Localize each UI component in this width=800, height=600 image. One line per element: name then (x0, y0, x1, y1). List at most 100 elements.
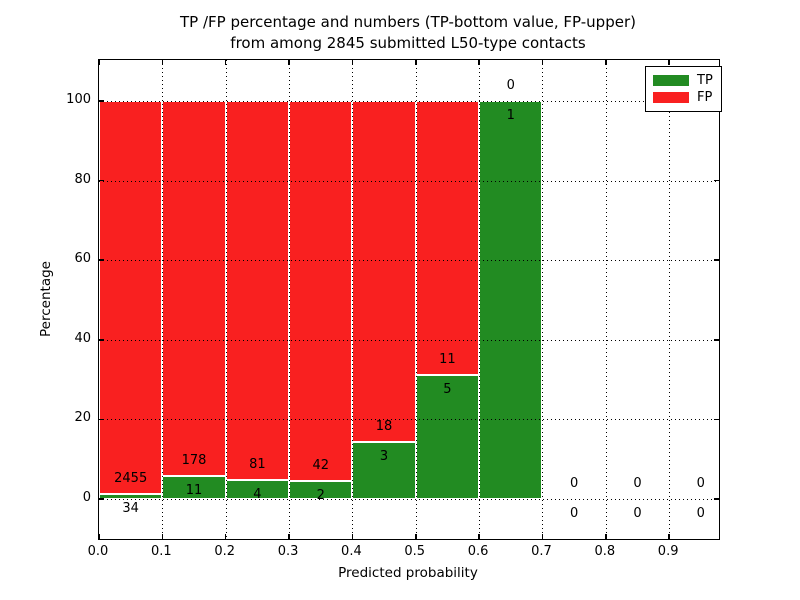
grid-line-v (352, 60, 354, 539)
x-tick-label: 0.0 (87, 544, 109, 559)
grid-line-h (99, 419, 719, 421)
fp-bar-segment (289, 101, 353, 481)
y-tick-mark (714, 179, 719, 182)
y-tick-label: 60 (74, 251, 91, 267)
y-tick-label: 40 (74, 330, 91, 346)
x-tick-label: 0.4 (341, 544, 362, 559)
x-tick-mark (668, 60, 670, 65)
grid-line-v (669, 60, 671, 539)
grid-line-v (225, 60, 227, 539)
x-tick-label: 0.2 (214, 544, 236, 559)
tp-count-label: 0 (696, 506, 705, 521)
fp-count-label: 0 (696, 476, 705, 491)
tp-count-label: 1 (506, 108, 515, 123)
grid-line-h (99, 101, 719, 102)
grid-line-v (162, 60, 164, 539)
tp-count-label: 0 (633, 506, 642, 521)
y-tick-mark (714, 259, 719, 261)
grid-line-v (605, 60, 607, 539)
x-tick-mark (161, 60, 164, 65)
grid-line-v (415, 60, 417, 539)
grid-line-h (99, 499, 719, 500)
tp-count-label: 2 (316, 487, 325, 503)
tp-count-label: 3 (379, 449, 389, 465)
fp-count-label: 0 (569, 476, 579, 491)
x-tick-mark (98, 534, 100, 539)
y-tick-label: 0 (82, 490, 91, 505)
fp-legend-label: FP (697, 90, 713, 105)
y-tick-mark (714, 498, 719, 500)
legend-row-tp: TP (653, 72, 713, 89)
x-tick-mark (288, 60, 290, 65)
x-tick-mark (605, 60, 607, 65)
fp-count-label: 11 (439, 351, 456, 367)
y-tick-mark (714, 418, 719, 421)
fp-count-label: 178 (181, 452, 207, 468)
tp-count-label: 34 (122, 500, 139, 516)
legend: TP FP (645, 66, 722, 112)
y-tick-mark (99, 100, 104, 102)
fp-count-label: 0 (633, 476, 642, 491)
grid-line-h (99, 260, 719, 262)
x-tick-label: 0.3 (277, 544, 299, 559)
x-tick-label: 0.5 (404, 544, 426, 559)
y-tick-label: 100 (66, 92, 91, 107)
chart-title: TP /FP percentage and numbers (TP-bottom… (180, 13, 636, 52)
x-tick-mark (541, 534, 544, 539)
x-axis-label: Predicted probability (338, 565, 478, 581)
plot-area: 2455 34 178 11 81 4 42 2 18 3 11 5 0 1 0 0 0 0 0 0 (98, 59, 720, 540)
x-tick-mark (541, 60, 544, 65)
x-tick-label: 0.1 (151, 544, 172, 559)
tp-count-label: 5 (443, 381, 452, 397)
grid-line-v (542, 60, 544, 539)
fp-count-label: 81 (249, 457, 266, 473)
tp-bar-segment (415, 374, 480, 499)
y-tick-mark (99, 498, 104, 500)
y-tick-label: 20 (74, 410, 91, 426)
grid-line-v (479, 60, 481, 539)
x-tick-mark (224, 60, 227, 65)
x-tick-label: 0.8 (594, 544, 616, 559)
grid-line-v (289, 60, 291, 539)
tp-bar-segment (479, 101, 543, 499)
tp-legend-label: TP (697, 73, 713, 88)
x-tick-mark (478, 534, 480, 539)
x-tick-label: 0.7 (531, 544, 552, 559)
fp-count-label: 0 (506, 78, 515, 93)
grid-line-h (99, 180, 719, 182)
fp-bar-segment (415, 101, 480, 375)
x-tick-mark (351, 60, 354, 65)
x-tick-mark (668, 534, 670, 539)
x-tick-label: 0.9 (657, 544, 679, 559)
y-tick-mark (99, 259, 104, 261)
y-tick-mark (99, 418, 104, 421)
x-tick-mark (415, 534, 417, 539)
x-tick-mark (98, 60, 100, 65)
fp-legend-swatch-icon (653, 92, 689, 103)
x-tick-mark (415, 60, 417, 65)
tp-bar-segment (99, 493, 163, 499)
legend-row-fp: FP (653, 89, 713, 106)
fp-count-label: 2455 (114, 470, 148, 486)
x-tick-mark (161, 534, 164, 539)
fp-bar-segment (99, 101, 163, 494)
x-tick-mark (351, 534, 354, 539)
fp-bar-segment (352, 101, 416, 443)
x-tick-mark (478, 60, 480, 65)
x-tick-mark (605, 534, 607, 539)
x-tick-mark (288, 534, 290, 539)
y-tick-mark (714, 339, 719, 341)
tp-legend-swatch-icon (653, 75, 689, 86)
y-axis-label: Percentage (38, 261, 54, 337)
fp-count-label: 18 (375, 419, 393, 435)
fp-bar-segment (225, 101, 290, 481)
x-tick-mark (224, 534, 227, 539)
tp-count-label: 0 (569, 506, 579, 521)
y-tick-mark (99, 179, 104, 182)
fp-count-label: 42 (312, 457, 329, 473)
grid-line-h (99, 339, 719, 341)
y-tick-label: 80 (74, 171, 91, 187)
tp-count-label: 4 (253, 487, 262, 503)
x-tick-label: 0.6 (467, 544, 489, 559)
